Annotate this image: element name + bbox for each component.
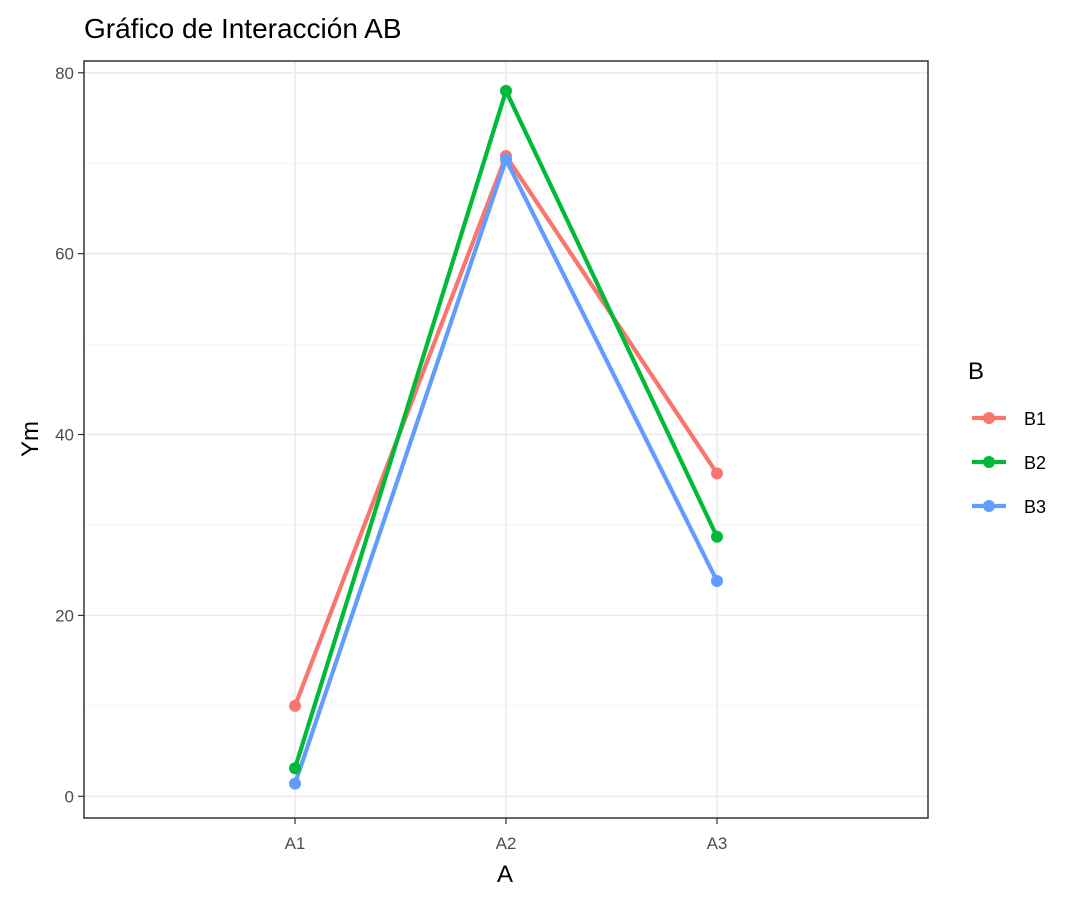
x-axis-title: A: [497, 861, 513, 888]
data-point-b2: [500, 84, 512, 97]
data-point-b1: [289, 699, 301, 712]
data-point-b3: [500, 153, 512, 166]
y-axis-title: Ym: [17, 421, 44, 457]
data-point-b3: [289, 777, 301, 790]
x-tick-label: A2: [496, 834, 517, 853]
data-point-b2: [289, 762, 301, 775]
y-tick-label: 20: [55, 606, 74, 625]
data-point-b3: [711, 575, 723, 588]
x-tick-label: A1: [285, 834, 306, 853]
legend-label: B3: [1024, 497, 1046, 517]
x-tick-label: A3: [707, 834, 728, 853]
y-tick-label: 60: [55, 245, 74, 264]
legend-key-point: [983, 500, 995, 512]
x-axis: A1 A2 A3: [285, 818, 728, 853]
data-point-b1: [711, 467, 723, 480]
y-axis: 0 20 40 60 80: [55, 64, 84, 806]
legend: B B1 B2 B3: [968, 358, 1046, 517]
y-tick-label: 0: [65, 787, 74, 806]
data-point-b2: [711, 530, 723, 543]
legend-title: B: [968, 358, 984, 385]
legend-key-point: [983, 456, 995, 468]
legend-label: B2: [1024, 453, 1046, 473]
legend-key-point: [983, 412, 995, 424]
y-tick-label: 40: [55, 426, 74, 445]
y-tick-label: 80: [55, 64, 74, 83]
chart-title: Gráfico de Interacción AB: [84, 13, 402, 44]
major-grid: [84, 61, 928, 818]
series-layer: [289, 84, 723, 790]
legend-label: B1: [1024, 409, 1046, 429]
